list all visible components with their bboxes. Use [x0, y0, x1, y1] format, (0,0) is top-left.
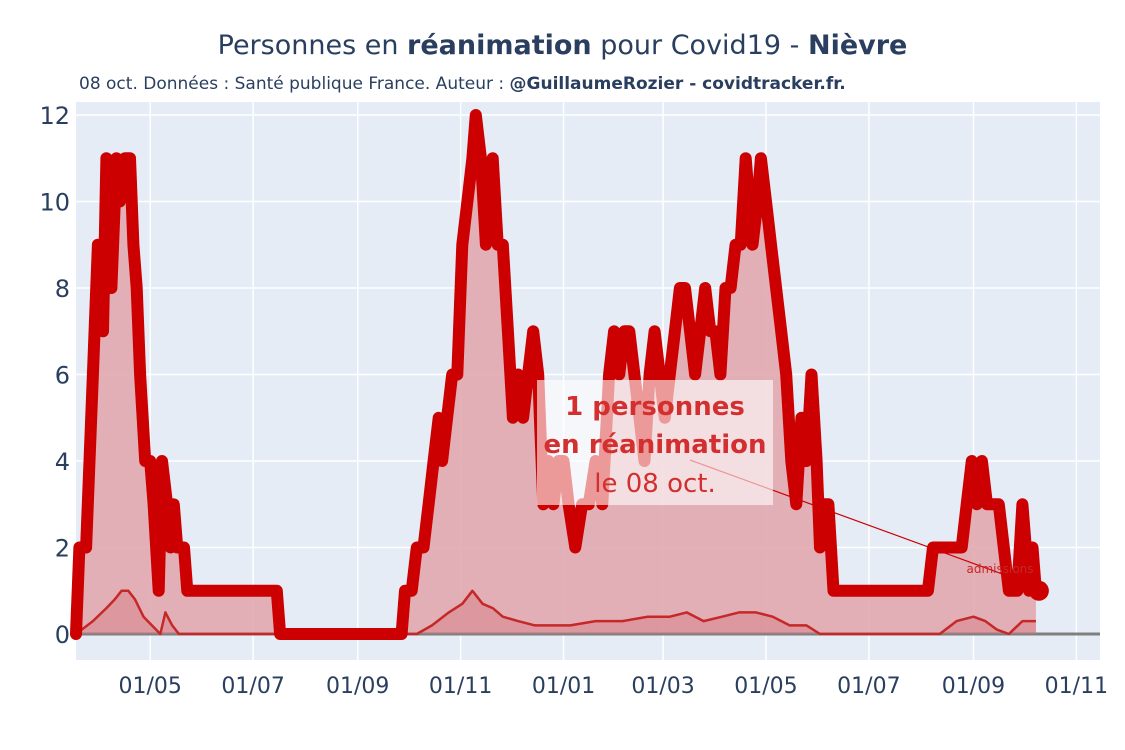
latest-point-marker	[1028, 580, 1049, 601]
y-tick-label: 0	[55, 621, 70, 649]
admissions-line	[75, 589, 1036, 636]
annotation-layer: 1 personnes en réanimation le 08 oct. admis…	[537, 380, 1034, 586]
x-tick-label: 01/01	[532, 674, 595, 699]
x-tick-label: 01/09	[326, 674, 389, 699]
chart-subtitle: 08 oct. Données : Santé publique France.…	[79, 74, 846, 94]
axis-labels: 0 2 4 6 8 10 12 01/05 01/07 01/09 01/11 01/01 01/03 0…	[39, 102, 1108, 699]
y-tick-label: 4	[55, 448, 70, 476]
y-tick-label: 6	[55, 362, 70, 390]
x-tick-label: 01/09	[942, 674, 1005, 699]
annotation-line2: en réanimation	[544, 430, 767, 460]
title-prefix: Personnes en	[217, 30, 408, 61]
x-tick-label: 01/05	[119, 674, 182, 699]
y-tick-label: 12	[39, 102, 70, 130]
y-tick-label: 10	[39, 188, 70, 216]
title-middle: pour Covid19 -	[591, 30, 808, 61]
title-bold-department: Nièvre	[807, 30, 908, 61]
chart-title: Personnes en réanimation pour Covid19 - …	[0, 30, 1125, 61]
x-tick-label: 01/07	[837, 674, 900, 699]
annotation-line3: le 08 oct.	[594, 469, 716, 499]
y-tick-label: 8	[55, 275, 70, 303]
x-tick-label: 01/11	[429, 674, 492, 699]
title-bold-reanimation: réanimation	[407, 30, 592, 61]
annotation-box	[537, 380, 773, 505]
y-tick-label: 2	[55, 535, 70, 563]
subtitle-source: 08 oct. Données : Santé publique France.…	[79, 74, 510, 94]
x-tick-label: 01/05	[734, 674, 797, 699]
x-tick-label: 01/07	[221, 674, 284, 699]
admissions-label: admissions	[966, 562, 1033, 576]
subtitle-author: @GuillaumeRozier - covidtracker.fr.	[509, 74, 846, 94]
x-tick-label: 01/11	[1045, 674, 1108, 699]
x-tick-label: 01/03	[631, 674, 694, 699]
admissions-area	[76, 590, 1036, 635]
annotation-line1: 1 personnes	[565, 392, 745, 422]
